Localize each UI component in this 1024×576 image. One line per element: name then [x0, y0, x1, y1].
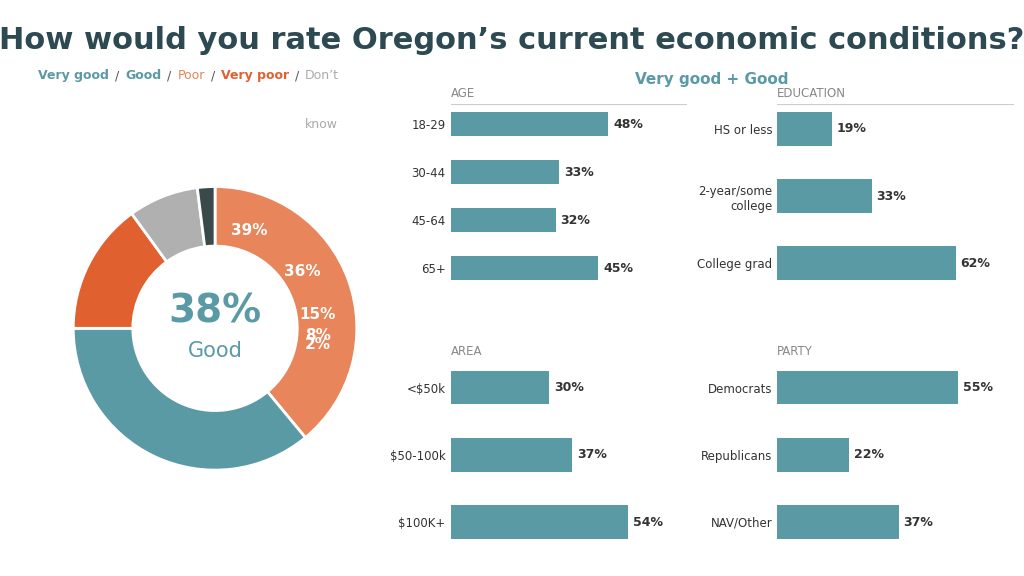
- Text: PARTY: PARTY: [777, 346, 813, 358]
- Bar: [777, 371, 957, 404]
- Text: Good: Good: [125, 69, 162, 82]
- Wedge shape: [74, 214, 167, 328]
- Text: 22%: 22%: [854, 448, 885, 461]
- Text: 33%: 33%: [564, 165, 594, 179]
- Bar: [777, 247, 956, 280]
- Text: 19%: 19%: [837, 122, 866, 135]
- Text: Very poor: Very poor: [221, 69, 289, 82]
- Text: 30%: 30%: [554, 381, 584, 394]
- Text: 48%: 48%: [613, 118, 643, 131]
- Bar: [451, 505, 628, 539]
- Wedge shape: [198, 187, 215, 247]
- Text: /: /: [291, 69, 303, 82]
- Text: 32%: 32%: [561, 214, 591, 226]
- Bar: [451, 371, 549, 404]
- Bar: [451, 208, 556, 232]
- Text: How would you rate Oregon’s current economic conditions?: How would you rate Oregon’s current econ…: [0, 26, 1024, 55]
- Wedge shape: [74, 328, 305, 470]
- Bar: [777, 438, 850, 472]
- Text: 62%: 62%: [961, 257, 990, 270]
- Text: AGE: AGE: [451, 87, 475, 100]
- Text: 37%: 37%: [578, 448, 607, 461]
- Text: 39%: 39%: [231, 223, 268, 238]
- Text: Very good: Very good: [38, 69, 110, 82]
- Bar: [451, 112, 608, 136]
- Bar: [777, 505, 899, 539]
- Bar: [451, 160, 559, 184]
- Text: EDUCATION: EDUCATION: [777, 87, 846, 100]
- Text: Very good + Good: Very good + Good: [635, 72, 788, 87]
- Bar: [451, 256, 598, 280]
- Text: 15%: 15%: [299, 308, 336, 323]
- Text: Poor: Poor: [177, 69, 205, 82]
- Text: 38%: 38%: [169, 292, 261, 330]
- Text: /: /: [163, 69, 175, 82]
- Text: /: /: [111, 69, 123, 82]
- Text: 55%: 55%: [963, 381, 993, 394]
- Text: know: know: [305, 118, 338, 131]
- Text: 33%: 33%: [877, 190, 906, 203]
- Text: Good: Good: [187, 341, 243, 361]
- Wedge shape: [215, 187, 356, 438]
- Text: 37%: 37%: [903, 516, 934, 529]
- Text: Don’t: Don’t: [305, 69, 339, 82]
- Bar: [451, 438, 572, 472]
- Bar: [777, 112, 831, 146]
- Text: AREA: AREA: [451, 346, 482, 358]
- Wedge shape: [132, 188, 205, 262]
- Bar: [777, 179, 872, 213]
- Text: 54%: 54%: [633, 516, 663, 529]
- Text: 2%: 2%: [304, 337, 331, 352]
- Text: /: /: [207, 69, 219, 82]
- Text: 8%: 8%: [305, 328, 331, 343]
- Text: 45%: 45%: [603, 262, 634, 275]
- Text: 36%: 36%: [284, 264, 321, 279]
